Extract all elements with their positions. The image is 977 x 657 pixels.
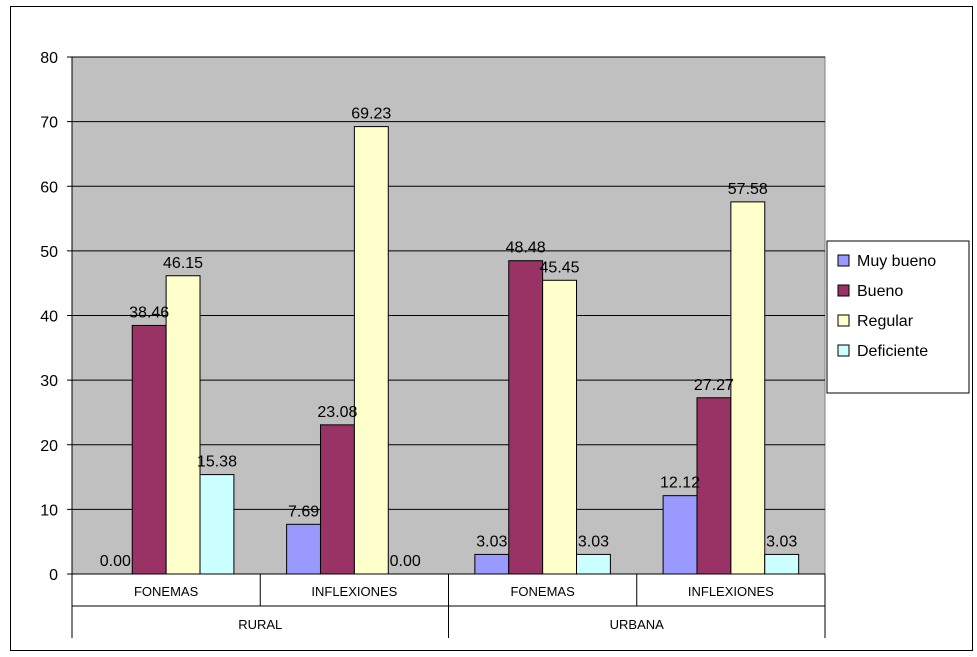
bar xyxy=(165,275,201,575)
bars xyxy=(131,126,800,575)
data-label: 15.38 xyxy=(197,454,237,471)
data-label: 27.27 xyxy=(694,377,734,394)
y-tick-label: 30 xyxy=(40,373,58,390)
bar xyxy=(199,474,235,575)
legend-swatch xyxy=(837,344,850,357)
y-tick-label: 60 xyxy=(40,179,58,196)
axes: 0 10 20 30 40 50 60 70 80 FONEMAS INFLEXIONES FONEM… xyxy=(40,50,826,638)
data-label: 0.00 xyxy=(390,553,421,570)
bar xyxy=(319,424,355,575)
x-category-label: FONEMAS xyxy=(134,584,199,599)
data-label: 57.58 xyxy=(728,181,768,198)
data-label: 0.00 xyxy=(100,553,131,570)
data-label: 46.15 xyxy=(163,255,203,272)
x-group-label: RURAL xyxy=(238,617,282,632)
x-group-label: URBANA xyxy=(610,617,665,632)
data-label: 69.23 xyxy=(351,106,391,123)
legend-label: Regular xyxy=(857,313,914,330)
bar xyxy=(730,201,766,575)
bar xyxy=(764,553,800,575)
bar xyxy=(542,279,578,575)
data-label: 23.08 xyxy=(317,404,357,421)
legend-label: Muy bueno xyxy=(857,253,936,270)
data-label: 48.48 xyxy=(506,240,546,257)
y-tick-label: 0 xyxy=(49,567,58,584)
legend-label: Bueno xyxy=(857,283,903,300)
data-label: 3.03 xyxy=(476,533,507,550)
data-label: 3.03 xyxy=(578,533,609,550)
bar xyxy=(353,126,389,575)
y-tick-label: 40 xyxy=(40,309,58,326)
bar xyxy=(696,397,732,575)
chart-frame: 0 10 20 30 40 50 60 70 80 FONEMAS INFLEXIONES FONEM… xyxy=(10,6,973,651)
y-tick-label: 70 xyxy=(40,115,58,132)
legend-label: Deficiente xyxy=(857,343,928,360)
data-label: 7.69 xyxy=(288,503,319,520)
bar xyxy=(474,553,510,575)
legend-swatch xyxy=(837,314,850,327)
bar xyxy=(662,495,698,575)
bar xyxy=(576,553,611,575)
x-category-label: FONEMAS xyxy=(510,584,575,599)
data-label: 12.12 xyxy=(660,475,700,492)
bar xyxy=(508,260,544,575)
legend-swatch xyxy=(837,284,850,297)
data-label: 3.03 xyxy=(766,533,797,550)
x-category-label: INFLEXIONES xyxy=(311,584,397,599)
data-label: 38.46 xyxy=(129,304,169,321)
legend-box xyxy=(826,240,970,394)
x-category-label: INFLEXIONES xyxy=(688,584,774,599)
data-label: 45.45 xyxy=(540,259,580,276)
legend-swatch xyxy=(837,254,850,267)
y-tick-label: 50 xyxy=(40,244,58,261)
y-tick-label: 10 xyxy=(40,502,58,519)
bar xyxy=(131,324,167,575)
bar-chart: 0 10 20 30 40 50 60 70 80 FONEMAS INFLEXIONES FONEM… xyxy=(40,50,970,638)
y-tick-label: 20 xyxy=(40,438,58,455)
legend: Muy bueno Bueno Regular Deficiente xyxy=(826,240,970,394)
y-tick-label: 80 xyxy=(40,50,58,67)
bar xyxy=(286,523,321,575)
data-labels: 0.00 38.46 46.15 15.38 7.69 23.08 69.23 0.00 3.0… xyxy=(100,106,798,570)
